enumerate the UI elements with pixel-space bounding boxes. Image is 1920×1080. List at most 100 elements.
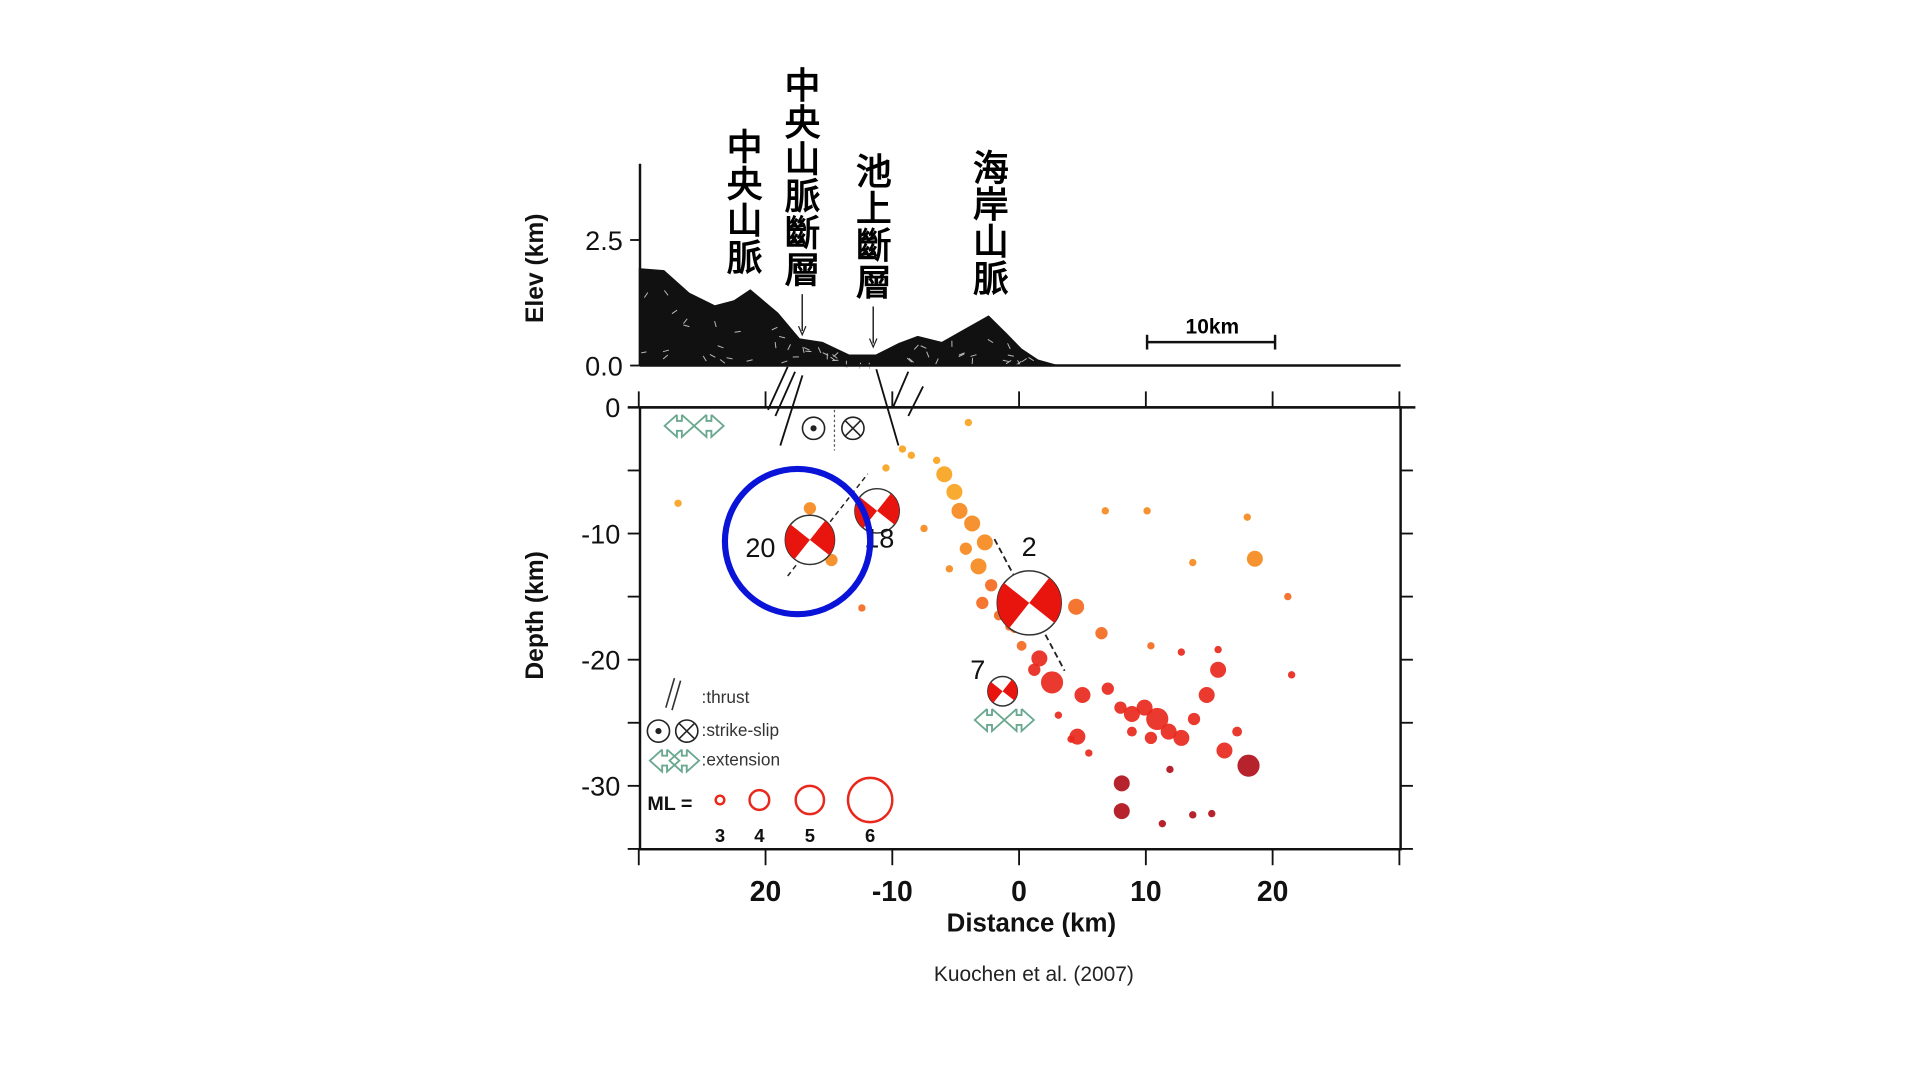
earthquake-point [1188,713,1200,725]
earthquake-point [1199,687,1215,703]
earthquake-point [804,502,816,514]
thrust-arrow [780,375,802,445]
legend-thrust: :thrust [702,687,750,707]
earthquake-point [1166,766,1173,773]
earthquake-point [965,419,972,426]
focal-mechanisms: 20 18 2 7 [745,474,1064,706]
earthquake-point [936,466,952,482]
earthquake-point [1114,775,1130,791]
rock-texture [805,351,811,352]
earthquake-point [1216,743,1232,759]
legend-extension: :extension [702,750,781,770]
extension-right-arrow-icon [990,709,1005,731]
elev-tick-label: 0.0 [585,350,623,381]
earthquake-point [1178,648,1185,655]
mechanism-id-label: 20 [745,532,775,563]
elev-tick-label: 2.5 [585,225,623,256]
dot [810,425,816,431]
mechanism-id-label: 7 [970,654,985,685]
extension-right-arrow-icon [709,415,724,437]
thrust-arrow [894,372,909,406]
feature-label-coastal-range: 海岸山脈 [968,149,1008,297]
mechanism-id-label: 2 [1022,531,1037,562]
extension-right-arrow-icon [684,750,699,772]
earthquake-point [960,543,972,555]
earthquake-point [1232,727,1242,737]
legend: :thrust:strike-slip:extension ML = 3 4 5 6 [647,678,892,846]
extension-left-arrow-icon [975,709,990,731]
earthquake-point [1237,755,1259,777]
thrust-legend-icon [666,678,675,708]
magnitude-label: 6 [865,825,875,846]
earthquake-point [1247,551,1263,567]
earthquake-point [1208,810,1215,817]
extension-right-arrow-icon [679,415,694,437]
caption: Kuochen et al. (2007) [934,963,1134,986]
focal-mechanism-beachball: 7 [970,654,1017,706]
earthquake-point [1028,664,1040,676]
earthquake-point [920,525,927,532]
earthquake-point [899,445,906,452]
magnitude-circle [796,786,824,814]
earthquake-point [1041,671,1063,693]
earthquake-point [908,452,915,459]
dot [655,728,661,734]
thrust-arrow [768,367,788,410]
axes: 20 -10 0 10 200-10-20-30 [581,391,1415,907]
scale-bar-label: 10km [1186,316,1239,339]
focal-mechanism-beachball: 20 [745,515,834,564]
feature-label-chihshang-fault: 池上斷層 [851,153,891,301]
elev-axis-title: Elev (km) [522,214,549,323]
magnitude-circle [716,796,725,805]
extension-right-arrow-icon [1019,709,1034,731]
earthquake-point [946,565,953,572]
seismic-cross-section: 2.50.010km 中央山脈 中央山脈斷層 池上斷層 海岸山脈 20 -10 0 1… [0,0,1920,1080]
earthquake-point [858,604,865,611]
earthquake-point [946,484,962,500]
y-tick-label: -10 [581,518,620,549]
earthquake-point [1067,735,1074,742]
extension-left-arrow-icon [1004,709,1019,731]
legend-ml-label: ML = [647,793,692,815]
earthquake-point [1102,683,1114,695]
earthquake-point [971,558,987,574]
earthquake-point [1173,730,1189,746]
y-tick-label: -30 [581,771,620,802]
earthquake-point [1147,642,1154,649]
feature-label-central-range: 中央山脈 [722,128,762,276]
earthquake-point [1068,599,1084,615]
earthquake-point [1288,671,1295,678]
thrust-legend-icon [672,681,681,711]
earthquake-point [1214,646,1221,653]
extension-left-arrow-icon [694,415,709,437]
extension-left-arrow-icon [665,415,680,437]
earthquake-point [1244,513,1251,520]
earthquake-point [1102,507,1109,514]
earthquake-point [1085,749,1092,756]
focal-mechanism-beachball: 18 [855,489,899,554]
earthquake-point [1284,593,1291,600]
earthquake-point [976,597,988,609]
x-tick-label: 10 [1130,875,1161,907]
feature-label-central-range-fault: 中央山脈斷層 [780,66,820,288]
x-axis-title: Distance (km) [947,910,1116,938]
y-tick-label: -20 [581,645,620,676]
earthquake-point [964,515,980,531]
earthquake-point [674,500,681,507]
earthquake-point [933,457,940,464]
magnitude-label: 4 [754,825,765,846]
topography-profile [639,268,1400,365]
y-axis-title: Depth (km) [522,551,549,680]
magnitude-circle [848,778,892,822]
earthquake-point [1189,811,1196,818]
earthquake-point [1210,662,1226,678]
earthquake-point [1159,820,1166,827]
magnitude-label: 5 [805,825,815,846]
earthquake-point [1074,687,1090,703]
earthquake-point [1143,507,1150,514]
x-tick-label: 20 [1257,875,1288,907]
focal-mechanism-beachball: 2 [997,531,1061,635]
magnitude-label: 3 [715,825,725,846]
earthquake-point [1189,559,1196,566]
earthquake-point [1095,627,1107,639]
